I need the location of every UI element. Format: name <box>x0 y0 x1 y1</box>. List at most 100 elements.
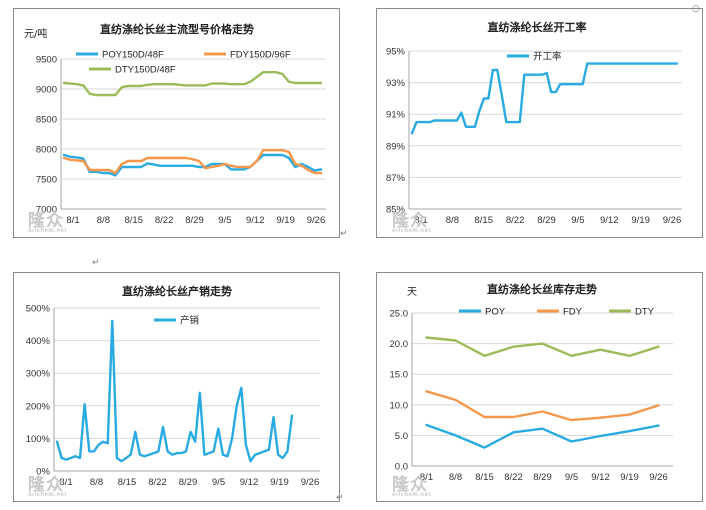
x-tick-label: 8/22 <box>504 472 523 483</box>
operating-rate-chart-svg: 直纺涤纶长丝开工率 85% 87% 89% 91% 93% 95% 8/1 8/8 8/15 8/… <box>386 20 682 226</box>
y-tick-label: 91% <box>386 110 406 121</box>
y-tick-label: 9500 <box>36 55 57 66</box>
legend-label: POY <box>485 307 506 318</box>
y-tick-label: 9000 <box>36 85 57 96</box>
x-tick-label: 8/22 <box>148 477 167 488</box>
y-tick-label: 25.0 <box>390 309 409 320</box>
x-tick-label: 9/12 <box>591 472 610 483</box>
x-tick-label: 8/29 <box>185 215 204 226</box>
legend-label: POY150D/48F <box>102 50 164 61</box>
y-tick-label: 8500 <box>36 115 57 126</box>
x-tick-label: 9/5 <box>565 472 578 483</box>
x-tick-label: 9/26 <box>301 477 320 488</box>
y-tick-label: 85% <box>386 205 406 216</box>
y-tick-label: 100% <box>26 434 51 445</box>
watermark-logo: 隆众 oilchem.net <box>392 470 431 498</box>
plot-area: 0.0 5.0 10.0 15.0 20.0 25.0 8/1 8/8 8/15 8/22 8/29… <box>390 307 673 483</box>
return-mark-icon: ↵ <box>92 258 100 268</box>
price-chart-panel: 直纺涤纶长丝主流型号价格走势 元/吨 7000 7500 8000 8500 9000 9… <box>13 8 340 238</box>
series-line-POY <box>425 423 660 449</box>
series-line-FDY <box>425 390 660 422</box>
watermark-site: oilchem.net <box>28 228 67 234</box>
x-tick-label: 8/15 <box>118 477 137 488</box>
watermark-site: oilchem.net <box>28 492 67 498</box>
y-tick-label: 500% <box>26 304 51 315</box>
series-line-FDY150D/96F <box>62 148 323 175</box>
x-tick-label: 9/19 <box>631 215 650 226</box>
legend-label: DTY150D/48F <box>115 65 176 76</box>
x-tick-label: 8/29 <box>533 472 552 483</box>
watermark-site: oilchem.net <box>392 228 431 234</box>
return-mark-icon: ↵ <box>336 493 344 503</box>
y-tick-label: 89% <box>386 141 406 152</box>
scroll-circle-icon: ○ <box>692 4 700 14</box>
y-tick-label: 8000 <box>36 145 57 156</box>
watermark-site: oilchem.net <box>392 492 431 498</box>
chart-title: 直纺涤纶长丝库存走势 <box>487 282 597 296</box>
price-chart-svg: 直纺涤纶长丝主流型号价格走势 元/吨 7000 7500 8000 8500 9000 9… <box>24 22 326 226</box>
legend-label: FDY150D/96F <box>230 50 291 61</box>
legend-label: DTY <box>635 307 655 318</box>
y-tick-label: 95% <box>386 47 406 58</box>
y-tick-label: 93% <box>386 78 406 89</box>
x-tick-label: 9/12 <box>246 215 265 226</box>
inventory-chart-svg: 直纺涤纶长丝库存走势 天 0.0 5.0 10.0 15.0 20.0 25.0 8/1 8/… <box>390 282 673 483</box>
plot-area: 85% 87% 89% 91% 93% 95% 8/1 8/8 8/15 8/22 8/29 9/5 9… <box>386 47 682 226</box>
y-tick-label: 15.0 <box>390 370 409 381</box>
watermark-brand: 隆众 <box>392 475 428 494</box>
x-tick-label: 8/1 <box>414 215 427 226</box>
y-tick-label: 0.0 <box>395 462 408 473</box>
operating-rate-chart-panel: 直纺涤纶长丝开工率 85% 87% 89% 91% 93% 95% 8/1 8/8 8/15 8/… <box>376 8 703 238</box>
watermark-brand: 隆众 <box>28 211 64 230</box>
chart-title: 直纺涤纶长丝主流型号价格走势 <box>100 22 254 36</box>
x-tick-label: 8/8 <box>446 215 459 226</box>
plot-area: 0% 100% 200% 300% 400% 500% 8/1 8/8 8/15 8/22 8/29… <box>26 304 320 488</box>
series-line-DTY <box>425 336 660 358</box>
y-tick-label: 87% <box>386 173 406 184</box>
y-tick-label: 0% <box>36 467 50 478</box>
x-tick-label: 9/26 <box>307 215 326 226</box>
y-unit-label: 元/吨 <box>24 27 47 40</box>
x-tick-label: 8/8 <box>97 215 110 226</box>
y-tick-label: 7000 <box>36 205 57 216</box>
legend-label: 产销 <box>180 315 200 327</box>
x-tick-label: 9/5 <box>212 477 225 488</box>
x-tick-label: 9/19 <box>270 477 289 488</box>
watermark-logo: 隆众 oilchem.net <box>28 206 67 234</box>
x-tick-label: 8/1 <box>420 472 433 483</box>
x-tick-label: 8/8 <box>449 472 462 483</box>
chart-title: 直纺涤纶长丝产销走势 <box>122 284 232 298</box>
y-unit-label: 天 <box>407 287 417 298</box>
x-tick-label: 8/22 <box>506 215 525 226</box>
plot-area: 7000 7500 8000 8500 9000 9500 8/1 8/8 8/15 8/22 8/… <box>36 50 326 226</box>
y-tick-label: 7500 <box>36 175 57 186</box>
x-tick-label: 9/19 <box>276 215 295 226</box>
series-line-POY150D/48F <box>62 153 323 177</box>
chart-title: 直纺涤纶长丝开工率 <box>488 20 587 34</box>
watermark-logo: 隆众 oilchem.net <box>392 206 431 234</box>
y-tick-label: 10.0 <box>390 400 409 411</box>
x-tick-label: 8/22 <box>155 215 174 226</box>
legend-label: FDY <box>563 307 583 318</box>
series-line-开工率 <box>410 62 679 135</box>
watermark-brand: 隆众 <box>392 211 428 230</box>
x-tick-label: 8/15 <box>475 472 494 483</box>
x-tick-label: 8/1 <box>59 477 72 488</box>
series-line-DTY150D/48F <box>62 71 323 97</box>
watermark-logo: 隆众 oilchem.net <box>28 470 67 498</box>
y-tick-label: 20.0 <box>390 339 409 350</box>
y-tick-label: 200% <box>26 401 51 412</box>
inventory-chart-panel: 直纺涤纶长丝库存走势 天 0.0 5.0 10.0 15.0 20.0 25.0 8/1 8/… <box>376 272 703 502</box>
x-tick-label: 9/12 <box>240 477 259 488</box>
y-tick-label: 400% <box>26 336 51 347</box>
x-tick-label: 8/1 <box>66 215 79 226</box>
sales-chart-panel: 直纺涤纶长丝产销走势 0% 100% 200% 300% 400% 500% 8/1 8/8 8… <box>13 272 340 502</box>
watermark-brand: 隆众 <box>28 475 64 494</box>
x-tick-label: 9/12 <box>600 215 619 226</box>
y-tick-label: 5.0 <box>395 431 408 442</box>
series-line-产销 <box>55 319 294 463</box>
x-tick-label: 8/15 <box>475 215 494 226</box>
x-tick-label: 9/26 <box>649 472 668 483</box>
y-tick-label: 300% <box>26 369 51 380</box>
x-tick-label: 9/5 <box>571 215 584 226</box>
